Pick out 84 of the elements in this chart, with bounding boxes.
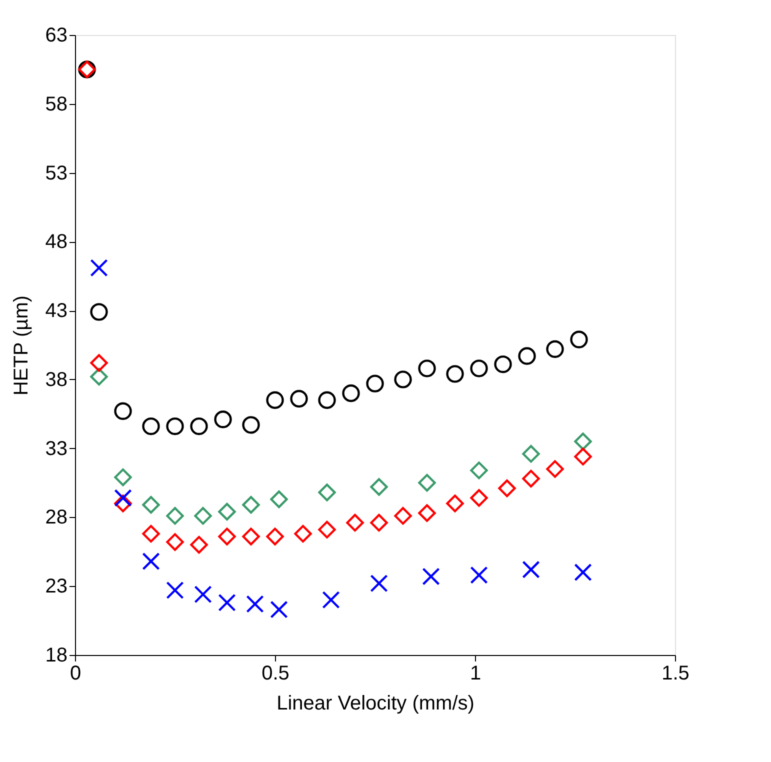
point <box>166 533 184 551</box>
y-tick-label: 43 <box>45 300 68 322</box>
y-tick-label: 63 <box>45 24 68 46</box>
point <box>218 502 236 521</box>
point <box>166 581 184 600</box>
y-tick-label: 28 <box>45 506 68 529</box>
point <box>214 410 232 428</box>
point <box>270 490 288 508</box>
point <box>470 489 488 507</box>
point <box>318 391 336 409</box>
x-tick-label: 0.5 <box>262 662 290 684</box>
y-tick-label: 33 <box>45 438 68 460</box>
point <box>90 354 108 372</box>
point <box>522 470 540 488</box>
y-tick-label: 38 <box>45 368 68 391</box>
point <box>218 528 236 546</box>
y-tick-label: 18 <box>45 644 68 666</box>
point <box>418 474 436 492</box>
point <box>394 370 412 388</box>
point <box>266 528 284 546</box>
point <box>470 566 488 584</box>
point <box>370 574 388 592</box>
point <box>294 524 312 543</box>
point <box>342 384 360 402</box>
point <box>242 528 260 546</box>
point <box>522 445 540 463</box>
point <box>194 586 212 604</box>
point <box>370 478 388 496</box>
point <box>194 507 212 525</box>
point <box>570 330 588 348</box>
point <box>166 417 184 436</box>
point <box>190 417 208 436</box>
point <box>574 432 592 450</box>
point <box>90 259 108 277</box>
point <box>446 494 464 512</box>
y-tick-label: 58 <box>45 93 68 116</box>
point <box>418 504 436 522</box>
point <box>114 494 132 512</box>
point <box>546 460 564 478</box>
point <box>266 391 284 409</box>
point <box>394 507 412 525</box>
point <box>318 520 336 538</box>
point <box>166 507 184 525</box>
point <box>574 563 592 582</box>
point <box>546 340 564 358</box>
point <box>190 536 208 554</box>
point <box>114 468 132 486</box>
point <box>322 591 340 609</box>
point <box>494 355 512 374</box>
y-tick-label: 53 <box>45 162 68 184</box>
point <box>242 416 260 434</box>
point <box>242 496 260 514</box>
x-tick-label: 0 <box>70 662 82 684</box>
point <box>142 496 160 514</box>
point <box>246 595 264 613</box>
y-tick-label: 23 <box>45 576 68 598</box>
y-tick-label: 48 <box>45 231 68 254</box>
point <box>498 479 516 498</box>
point <box>366 374 384 392</box>
point <box>90 368 108 386</box>
point <box>142 417 160 436</box>
point <box>470 462 488 480</box>
point <box>142 524 160 543</box>
point <box>290 390 308 408</box>
y-axis-title: HETP (µm) <box>10 295 32 396</box>
point <box>470 360 488 378</box>
point <box>346 514 364 532</box>
x-tick-label: 1 <box>470 662 482 684</box>
point <box>318 484 336 502</box>
point <box>422 568 440 586</box>
point <box>142 552 160 570</box>
point <box>114 402 132 420</box>
x-tick-label: 1.5 <box>662 662 690 684</box>
point <box>518 347 536 365</box>
point <box>114 489 132 507</box>
point <box>574 448 592 466</box>
point <box>370 514 388 532</box>
point <box>522 560 540 578</box>
point <box>218 594 236 612</box>
point <box>446 365 464 383</box>
point <box>418 360 436 378</box>
point <box>90 303 108 321</box>
x-axis-title: Linear Velocity (mm/s) <box>276 692 474 714</box>
point <box>270 600 288 618</box>
